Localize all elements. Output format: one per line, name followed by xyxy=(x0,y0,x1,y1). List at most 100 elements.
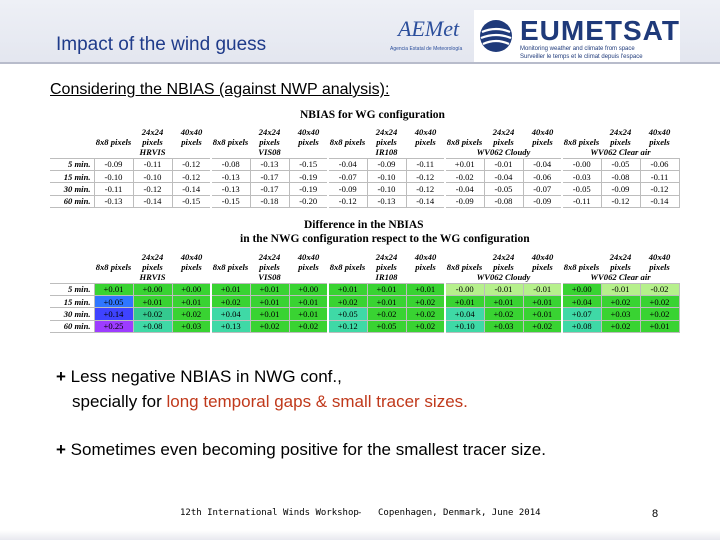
table-cell: +0.01 xyxy=(522,294,563,309)
table-cell: -0.02 xyxy=(444,169,485,184)
col-header: 8x8 pixels xyxy=(212,137,249,147)
table-cell: +0.00 xyxy=(171,282,212,296)
table-cell: +0.07 xyxy=(561,307,602,321)
table-cell: -0.12 xyxy=(405,169,446,184)
table-cell: -0.05 xyxy=(600,157,641,171)
nbias-difference-table: 8x8 pixels 24x24 pixels 40x40 pixels 8x8 pi… xyxy=(50,248,680,334)
table-cell: -0.01 xyxy=(600,282,641,296)
table-cell: +0.05 xyxy=(366,319,407,334)
table-cell: -0.19 xyxy=(288,169,329,184)
table-cell: +0.02 xyxy=(405,294,446,309)
table-cell: +0.02 xyxy=(405,319,446,334)
table-cell: -0.01 xyxy=(483,157,524,171)
table-cell: +0.01 xyxy=(132,294,173,309)
table-cell: -0.12 xyxy=(327,194,368,209)
table-cell: -0.18 xyxy=(249,194,290,209)
col-header: 24x24 pixels xyxy=(609,127,632,147)
table-cell: +0.25 xyxy=(93,319,134,334)
table-cell: +0.01 xyxy=(288,307,329,321)
table-cell: -0.08 xyxy=(210,157,251,171)
table-row: 5 min. +0.01 +0.00 +0.00 +0.01 +0.01 +0.00 +0.0… xyxy=(50,282,680,296)
footer-event: 12th International Winds Workshop xyxy=(180,508,359,518)
table-cell: +0.01 xyxy=(366,294,407,309)
table1-title: NBIAS for WG configuration xyxy=(300,109,445,121)
footer-place: Copenhagen, Denmark, June 2014 xyxy=(378,508,541,518)
table-cell: +0.02 xyxy=(288,319,329,334)
table-cell: -0.01 xyxy=(483,282,524,296)
table-cell: +0.02 xyxy=(600,319,641,334)
table-cell: -0.00 xyxy=(444,282,485,296)
table2-group-row: HRVIS VIS08 IR108 WV062 Cloudy WV062 Clear a… xyxy=(50,272,679,284)
header-divider xyxy=(0,62,720,64)
table-cell: +0.01 xyxy=(522,307,563,321)
col-header: 40x40 pixels xyxy=(297,127,320,147)
table-cell: -0.09 xyxy=(366,157,407,171)
table-cell: +0.08 xyxy=(561,319,602,334)
group-header: VIS08 xyxy=(211,147,328,159)
table-cell: -0.04 xyxy=(327,157,368,171)
aemet-logo: AEMet Agencia Estatal de Meteorología xyxy=(388,12,466,60)
col-header: 40x40 pixels xyxy=(648,252,671,272)
table-cell: +0.04 xyxy=(444,307,485,321)
table-cell: -0.12 xyxy=(639,182,680,196)
globe-icon xyxy=(480,20,512,52)
bullet-2: + Sometimes even becoming positive for t… xyxy=(56,440,546,460)
table-cell: -0.11 xyxy=(132,157,173,171)
col-header: 40x40 pixels xyxy=(531,252,554,272)
footer-separator: - xyxy=(357,508,363,518)
row-label: 5 min. xyxy=(50,282,95,296)
table-row: 30 min. +0.14 +0.02 +0.02 +0.04 +0.01 +0.01 +0.… xyxy=(50,307,680,321)
table-cell: -0.15 xyxy=(171,194,212,209)
eumetsat-logo-text: EUMETSAT xyxy=(520,15,680,46)
table-row: 60 min. +0.25 +0.08 +0.03 +0.13 +0.02 +0.02 +0.… xyxy=(50,319,680,334)
table-cell: +0.04 xyxy=(561,294,602,309)
table2-title-line2: in the NWG configuration respect to the … xyxy=(240,233,530,245)
table-cell: -0.05 xyxy=(561,182,602,196)
table-cell: +0.10 xyxy=(444,319,485,334)
col-header: 8x8 pixels xyxy=(329,262,366,272)
col-header: 24x24 pixels xyxy=(141,252,164,272)
table1-col-header-row: 8x8 pixels 24x24 pixels 40x40 pixels 8x8 pi… xyxy=(50,123,679,147)
table-cell: -0.04 xyxy=(483,169,524,184)
table-cell: -0.01 xyxy=(522,282,563,296)
table-cell: +0.00 xyxy=(561,282,602,296)
table-cell: -0.13 xyxy=(249,157,290,171)
table-cell: +0.01 xyxy=(327,282,368,296)
table-row: 60 min. -0.13 -0.14 -0.15 -0.15 -0.18 -0.20 -0.… xyxy=(50,194,680,209)
table-cell: -0.15 xyxy=(288,157,329,171)
eumetsat-tagline-fr: Surveiller le temps et le climat depuis … xyxy=(520,54,643,60)
table-cell: -0.10 xyxy=(132,169,173,184)
table-cell: +0.02 xyxy=(327,294,368,309)
table-cell: -0.12 xyxy=(171,169,212,184)
col-header: 40x40 pixels xyxy=(297,252,320,272)
table-cell: +0.12 xyxy=(327,319,368,334)
col-header: 8x8 pixels xyxy=(95,262,132,272)
group-header: IR108 xyxy=(328,272,445,284)
group-header: VIS08 xyxy=(211,272,328,284)
table-cell: -0.11 xyxy=(639,169,680,184)
table-cell: +0.01 xyxy=(93,282,134,296)
table-cell: -0.06 xyxy=(639,157,680,171)
row-label: 30 min. xyxy=(50,307,95,321)
row-label: 5 min. xyxy=(50,157,95,171)
slide-title: Impact of the wind guess xyxy=(56,34,267,55)
table-cell: -0.05 xyxy=(483,182,524,196)
group-header: HRVIS xyxy=(94,272,211,284)
table-cell: -0.14 xyxy=(171,182,212,196)
table-cell: +0.02 xyxy=(210,294,251,309)
col-header: 24x24 pixels xyxy=(492,252,515,272)
col-header: 40x40 pixels xyxy=(180,127,203,147)
table-cell: -0.07 xyxy=(327,169,368,184)
table-cell: -0.03 xyxy=(561,169,602,184)
bullet-1-mark: + xyxy=(56,367,66,386)
col-header: 24x24 pixels xyxy=(375,127,398,147)
section-subheading: Considering the NBIAS (against NWP analy… xyxy=(50,81,390,98)
col-header: 24x24 pixels xyxy=(375,252,398,272)
col-header: 40x40 pixels xyxy=(180,252,203,272)
group-header: IR108 xyxy=(328,147,445,159)
table-cell: +0.02 xyxy=(249,319,290,334)
col-header: 24x24 pixels xyxy=(141,127,164,147)
table-cell: +0.02 xyxy=(639,307,680,321)
table-cell: +0.02 xyxy=(600,294,641,309)
table-cell: +0.01 xyxy=(405,282,446,296)
